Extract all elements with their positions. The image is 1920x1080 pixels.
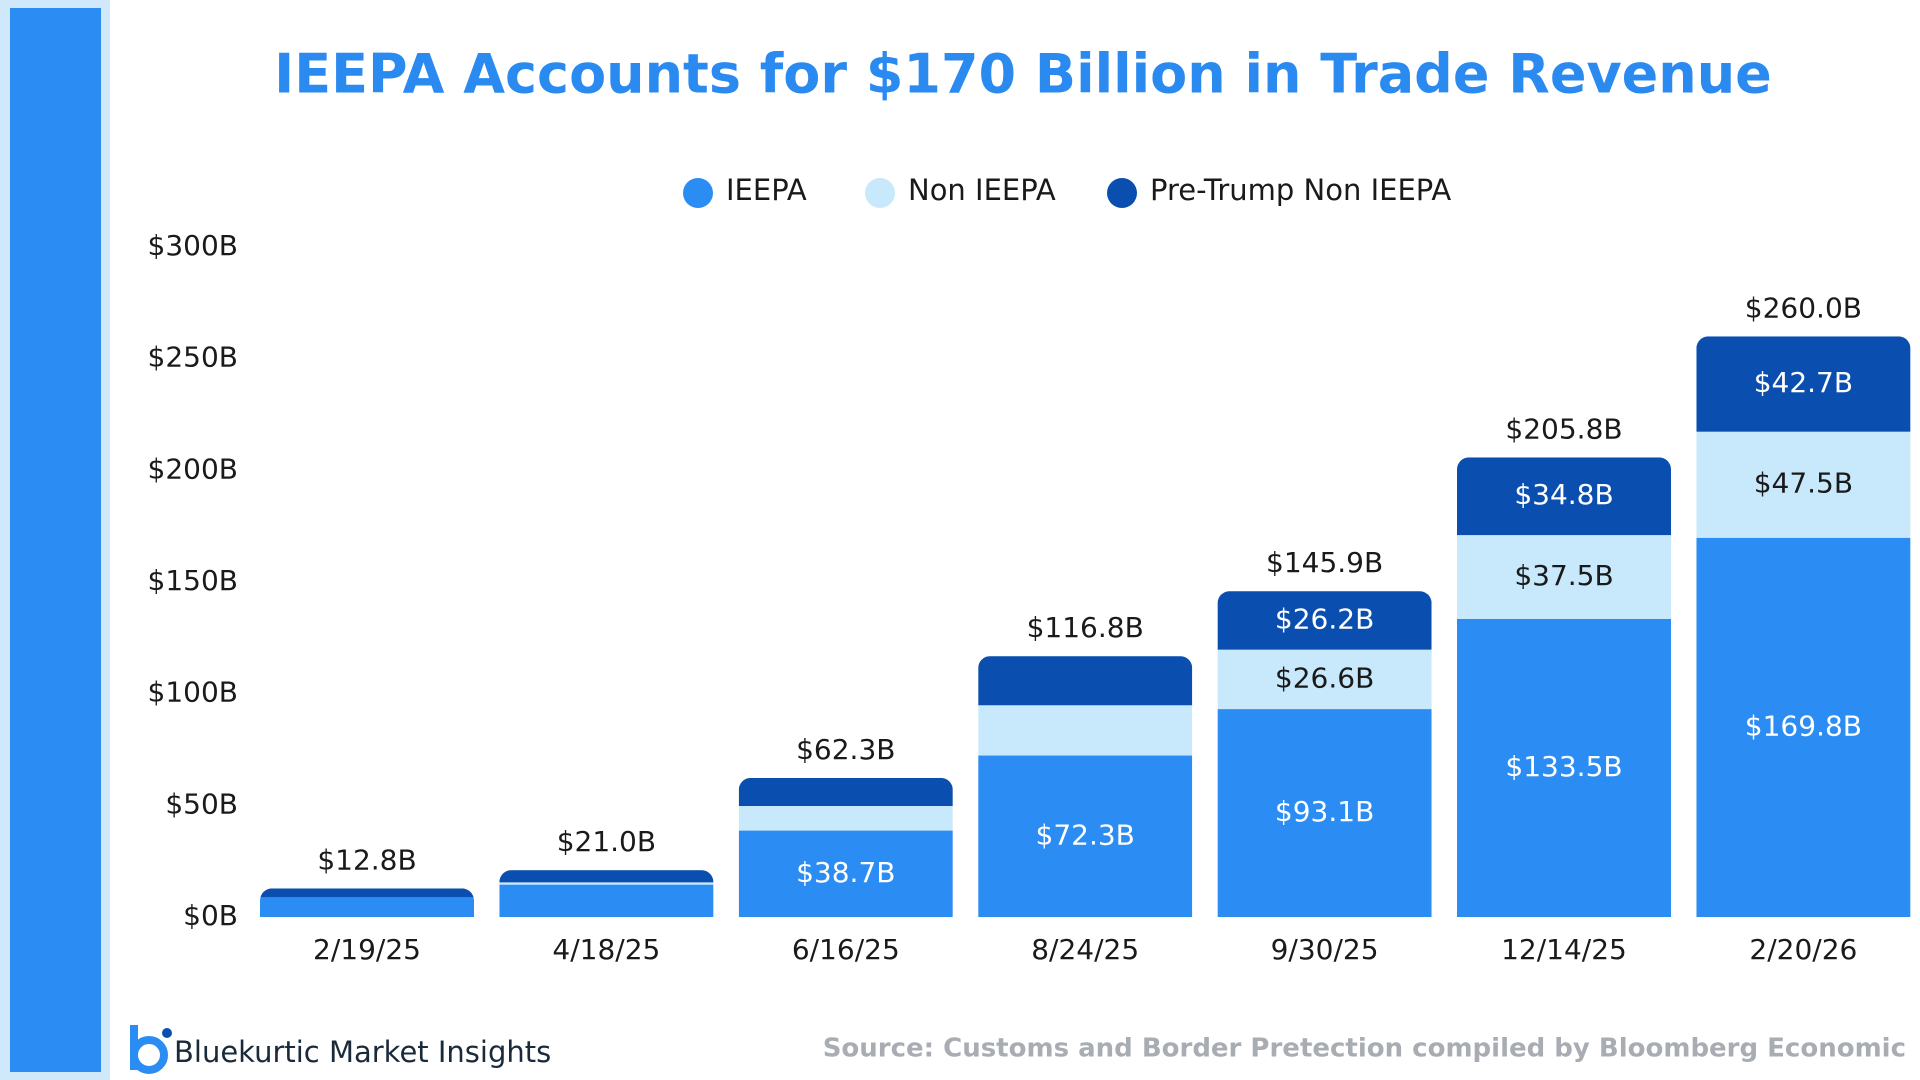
bar-segment [738, 806, 953, 831]
y-tick-label: $250B [148, 341, 238, 374]
segment-label: $42.7B [1754, 366, 1853, 399]
legend-label: IEEPA [726, 173, 807, 207]
x-tick-label: 4/18/25 [552, 933, 660, 966]
y-tick-label: $200B [148, 452, 238, 485]
bar-segment [260, 897, 474, 917]
bar-segment [499, 884, 714, 917]
segment-label: $72.3B [1036, 818, 1135, 851]
legend-swatch [1107, 178, 1137, 208]
bar-segment [1457, 457, 1671, 536]
segment-label: $47.5B [1754, 467, 1853, 500]
legend-label: Non IEEPA [908, 173, 1056, 207]
bar-segment [1696, 431, 1911, 538]
total-label: $116.8B [1027, 611, 1144, 644]
legend-swatch [865, 178, 895, 208]
bar-segment [260, 888, 474, 898]
bar-group [1696, 336, 1911, 917]
bar-group [1457, 457, 1671, 917]
source-note: Source: Customs and Border Pretection co… [823, 1034, 1906, 1064]
x-tick-label: 6/16/25 [792, 933, 900, 966]
segment-label: $26.2B [1275, 602, 1374, 635]
segment-label: $93.1B [1275, 795, 1374, 828]
bar-group [260, 888, 474, 917]
bar-segment [499, 882, 714, 885]
y-tick-label: $50B [165, 787, 238, 820]
segment-label: $169.8B [1745, 709, 1862, 742]
brand-logo [130, 1025, 172, 1074]
bar-segment [978, 755, 1193, 917]
x-tick-label: 12/14/25 [1501, 933, 1627, 966]
legend-swatch [683, 178, 713, 208]
total-label: $21.0B [557, 825, 656, 858]
bar-segment [978, 656, 1193, 706]
y-tick-label: $300B [148, 229, 238, 262]
bar-segment [499, 870, 714, 883]
total-label: $260.0B [1745, 291, 1862, 324]
x-tick-label: 2/19/25 [313, 933, 421, 966]
bar-segment [1457, 535, 1671, 619]
bar-segment [1217, 649, 1432, 710]
total-label: $12.8B [317, 843, 416, 876]
x-tick-label: 8/24/25 [1031, 933, 1139, 966]
bar-group [978, 656, 1193, 917]
y-tick-label: $0B [183, 899, 238, 932]
x-tick-label: 9/30/25 [1271, 933, 1379, 966]
total-label: $205.8B [1505, 412, 1622, 445]
brand-name: Bluekurtic Market Insights [174, 1035, 551, 1069]
bar-segment [1696, 537, 1911, 917]
bar-segment [1696, 336, 1911, 432]
total-label: $62.3B [796, 733, 895, 766]
bar-segment [1217, 709, 1432, 917]
bar-group [499, 870, 714, 917]
segment-label: $38.7B [796, 856, 895, 889]
side-stripe [10, 8, 101, 1072]
segment-label: $133.5B [1505, 750, 1622, 783]
total-label: $145.9B [1266, 546, 1383, 579]
legend-label: Pre-Trump Non IEEPA [1150, 173, 1451, 207]
segment-label: $26.6B [1275, 661, 1374, 694]
bar-group [1217, 591, 1432, 917]
bar-group [738, 777, 953, 917]
bar-segment [1217, 591, 1432, 650]
y-tick-label: $150B [148, 564, 238, 597]
bar-segment [738, 777, 953, 807]
bar-segment [738, 830, 953, 917]
x-tick-label: 2/20/26 [1749, 933, 1857, 966]
segment-label: $37.5B [1514, 559, 1613, 592]
bar-segment [1457, 618, 1671, 917]
chart-title: IEEPA Accounts for $170 Billion in Trade… [274, 43, 1772, 106]
segment-label: $34.8B [1514, 478, 1613, 511]
y-tick-label: $100B [148, 676, 238, 709]
bar-segment [978, 705, 1193, 756]
